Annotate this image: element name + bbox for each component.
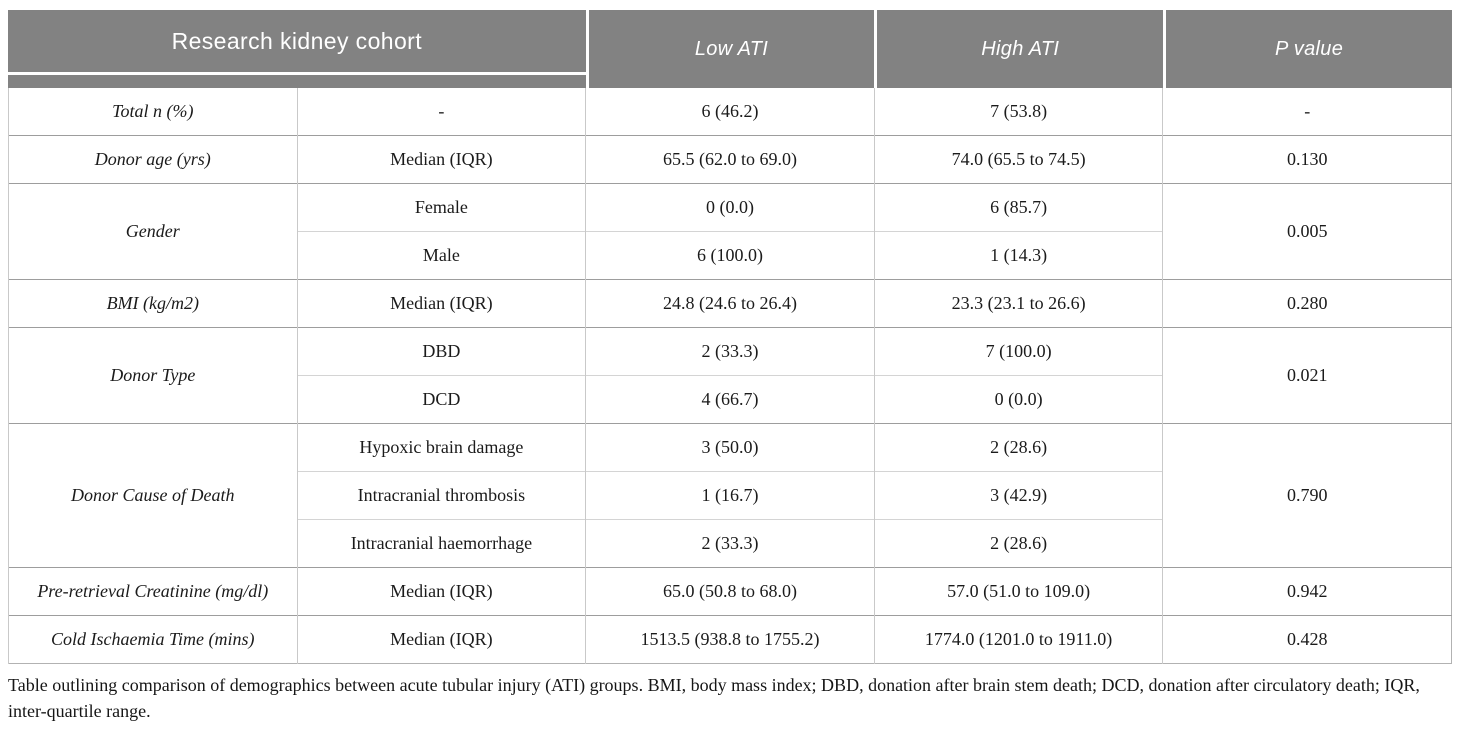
row-cod-thrombosis: Intracranial thrombosis 1 (16.7) 3 (42.9… xyxy=(9,471,1452,520)
low-ati-cell: 2 (33.3) xyxy=(585,519,875,568)
header-divider xyxy=(8,72,586,75)
measure-cell: Hypoxic brain damage xyxy=(296,423,586,472)
low-ati-cell: 1 (16.7) xyxy=(585,471,875,520)
measure-cell: - xyxy=(296,88,586,136)
high-ati-cell: 1774.0 (1201.0 to 1911.0) xyxy=(873,615,1163,664)
label-cell: Cold Ischaemia Time (mins) xyxy=(8,615,298,664)
p-value-cell: - xyxy=(1162,88,1452,136)
low-ati-cell: 24.8 (24.6 to 26.4) xyxy=(585,279,875,328)
low-ati-cell: 0 (0.0) xyxy=(585,183,875,232)
p-value-cell: 0.280 xyxy=(1162,279,1452,328)
p-value-cell: 0.942 xyxy=(1162,567,1452,616)
header-substrip xyxy=(8,75,586,88)
header-p-value: P value xyxy=(1163,10,1452,88)
measure-cell: DCD xyxy=(296,375,586,424)
row-donor-age: Donor age (yrs) Median (IQR) 65.5 (62.0 … xyxy=(8,135,1452,184)
row-cod-hypoxic: Donor Cause of Death Hypoxic brain damag… xyxy=(8,423,1452,568)
high-ati-cell: 7 (53.8) xyxy=(873,88,1163,136)
row-donor-type-dcd: DCD 4 (66.7) 0 (0.0) xyxy=(9,375,1452,424)
row-bmi: BMI (kg/m2) Median (IQR) 24.8 (24.6 to 2… xyxy=(8,279,1452,328)
label-cell: BMI (kg/m2) xyxy=(8,279,298,328)
table-caption: Table outlining comparison of demographi… xyxy=(8,675,1420,721)
p-value-cell: 0.130 xyxy=(1162,135,1452,184)
row-gender-male: Male 6 (100.0) 1 (14.3) xyxy=(9,231,1452,280)
measure-cell: Intracranial thrombosis xyxy=(296,471,586,520)
row-cod-haemorrhage: Intracranial haemorrhage 2 (33.3) 2 (28.… xyxy=(9,519,1452,568)
high-ati-cell: 1 (14.3) xyxy=(873,231,1163,280)
measure-cell: Median (IQR) xyxy=(296,135,586,184)
table-header: Research kidney cohort Low ATI High ATI … xyxy=(8,10,1452,88)
label-cell: Donor Type xyxy=(8,327,298,424)
row-cold-ischaemia: Cold Ischaemia Time (mins) Median (IQR) … xyxy=(8,615,1452,664)
low-ati-cell: 1513.5 (938.8 to 1755.2) xyxy=(585,615,875,664)
high-ati-cell: 23.3 (23.1 to 26.6) xyxy=(873,279,1163,328)
high-ati-cell: 6 (85.7) xyxy=(873,183,1163,232)
high-ati-cell: 7 (100.0) xyxy=(873,327,1163,376)
p-value-cell: 0.790 xyxy=(1162,423,1452,568)
low-ati-cell: 4 (66.7) xyxy=(585,375,875,424)
low-ati-cell: 65.5 (62.0 to 69.0) xyxy=(585,135,875,184)
measure-cell: Median (IQR) xyxy=(296,279,586,328)
measure-cell: Male xyxy=(296,231,586,280)
row-creatinine: Pre-retrieval Creatinine (mg/dl) Median … xyxy=(8,567,1452,616)
measure-cell: Median (IQR) xyxy=(296,567,586,616)
low-ati-cell: 2 (33.3) xyxy=(585,327,875,376)
low-ati-cell: 6 (100.0) xyxy=(585,231,875,280)
high-ati-cell: 2 (28.6) xyxy=(873,519,1163,568)
label-cell: Donor age (yrs) xyxy=(8,135,298,184)
p-value-cell: 0.005 xyxy=(1162,183,1452,280)
header-group-title: Research kidney cohort xyxy=(8,10,586,72)
low-ati-cell: 3 (50.0) xyxy=(585,423,875,472)
row-total-n: Total n (%) - 6 (46.2) 7 (53.8) - xyxy=(8,88,1452,136)
row-gender-female: Gender Female 0 (0.0) 6 (85.7) 0.005 xyxy=(8,183,1452,280)
header-group-cell: Research kidney cohort xyxy=(8,10,586,88)
high-ati-cell: 2 (28.6) xyxy=(873,423,1163,472)
row-donor-type-dbd: Donor Type DBD 2 (33.3) 7 (100.0) 0.021 xyxy=(8,327,1452,424)
measure-cell: Female xyxy=(296,183,586,232)
header-low-ati: Low ATI xyxy=(585,10,875,88)
measure-cell: Median (IQR) xyxy=(296,615,586,664)
p-value-cell: 0.428 xyxy=(1162,615,1452,664)
header-high-ati: High ATI xyxy=(874,10,1164,88)
measure-cell: DBD xyxy=(296,327,586,376)
label-cell: Donor Cause of Death xyxy=(8,423,298,568)
label-cell: Pre-retrieval Creatinine (mg/dl) xyxy=(8,567,298,616)
high-ati-cell: 3 (42.9) xyxy=(873,471,1163,520)
label-cell: Total n (%) xyxy=(8,88,298,136)
high-ati-cell: 0 (0.0) xyxy=(873,375,1163,424)
low-ati-cell: 6 (46.2) xyxy=(585,88,875,136)
label-cell: Gender xyxy=(8,183,298,280)
p-value-cell: 0.021 xyxy=(1162,327,1452,424)
measure-cell: Intracranial haemorrhage xyxy=(296,519,586,568)
high-ati-cell: 74.0 (65.5 to 74.5) xyxy=(873,135,1163,184)
high-ati-cell: 57.0 (51.0 to 109.0) xyxy=(873,567,1163,616)
cohort-table: Total n (%) - 6 (46.2) 7 (53.8) - Donor … xyxy=(8,88,1452,664)
low-ati-cell: 65.0 (50.8 to 68.0) xyxy=(585,567,875,616)
